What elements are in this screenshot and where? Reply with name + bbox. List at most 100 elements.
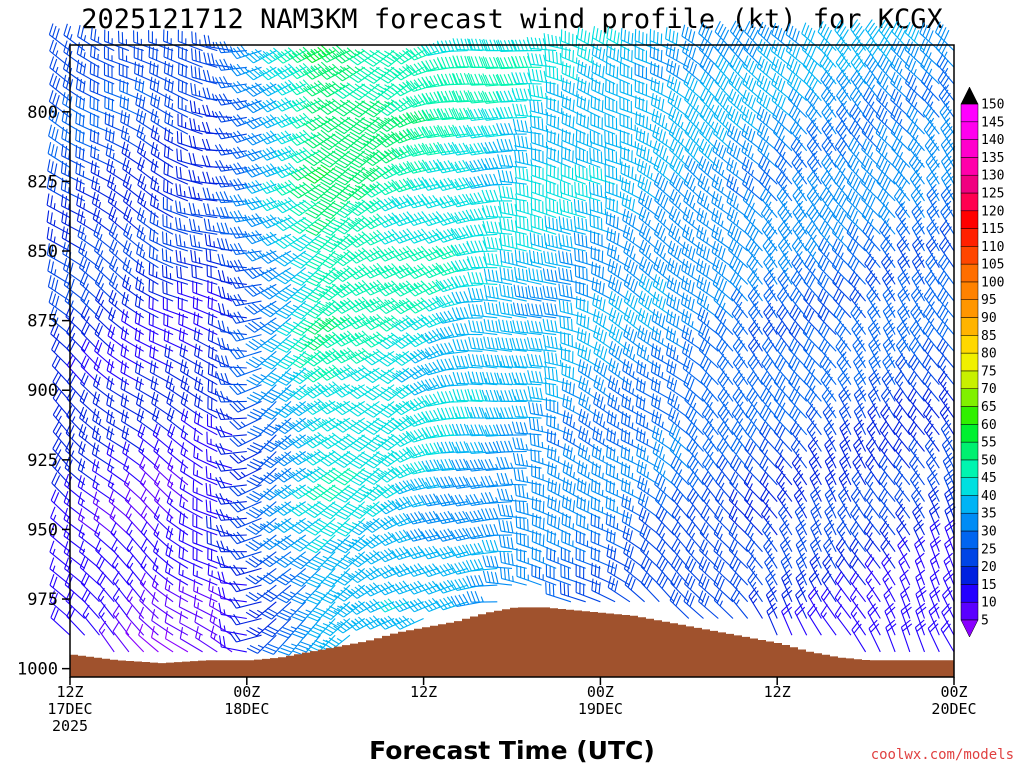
wind-barb [925,152,940,185]
wind-barb [514,150,542,169]
wind-barb [259,501,292,517]
wind-barb [716,337,734,369]
wind-barb [376,615,410,630]
wind-barb [164,110,189,135]
wind-barb [849,537,867,569]
wind-barb [593,341,616,369]
wind-barb [420,313,454,328]
wind-barb [911,486,925,519]
wind-barb [667,90,690,118]
wind-barb [480,56,513,69]
wind-barb [207,379,233,402]
wind-barb [192,296,218,319]
wind-barb [561,45,586,68]
wind-barb [347,584,380,599]
wind-barb [875,138,896,168]
wind-barb [511,421,542,436]
wind-barb [177,79,203,102]
wind-barb [288,417,321,433]
wind-barb [527,52,557,68]
wind-barb [465,142,498,156]
wind-barb [937,370,955,402]
wind-barb [79,556,100,586]
wind-barb [862,87,881,118]
wind-barb [511,389,542,402]
wind-barb [698,573,719,603]
wind-barb [880,536,896,569]
wind-barb [590,530,616,553]
wind-barb [194,393,218,419]
wind-barb [637,475,660,503]
wind-barb [465,476,498,489]
wind-barb [229,293,262,307]
wind-barb [391,64,424,81]
wind-barb [498,519,527,536]
wind-barb [273,179,306,196]
wind-barb [406,142,439,157]
wind-barb [900,586,911,619]
wind-barb [713,105,734,135]
wind-barb [910,185,925,218]
wind-barb [665,342,690,369]
wind-barb [511,337,542,352]
wind-barb [656,538,675,569]
wind-barb [607,575,631,603]
wind-barb [940,185,955,218]
wind-barb [405,45,439,61]
wind-barb [76,209,100,235]
wind-barb [943,552,955,586]
wind-barb [376,280,410,297]
colorbar-tick-label: 125 [981,187,1004,202]
wind-barb [347,48,380,66]
wind-barb [376,263,410,279]
wind-barb [288,63,321,80]
wind-barb [896,519,911,552]
wind-barb [465,175,498,189]
wind-barb [451,275,483,288]
wind-barb [92,408,115,436]
wind-barb [468,319,498,336]
wind-barb [290,284,321,303]
colorbar-high-arrow [960,86,979,105]
wind-barb [637,174,660,202]
wind-barb [561,77,586,102]
wind-barb [79,406,100,436]
wind-barb [864,537,881,569]
wind-barb [48,23,71,52]
wind-barb [818,220,837,252]
wind-barb [654,489,675,519]
wind-barb [806,186,822,218]
wind-barb [348,417,380,435]
wind-barb [835,119,852,152]
wind-barb [686,487,704,519]
wind-barb [361,262,395,279]
wind-barb [333,618,366,634]
wind-barb [245,334,277,351]
wind-barb [711,207,734,235]
wind-barb [435,294,468,309]
wind-barb [941,168,955,202]
wind-barb [229,515,262,529]
wind-barb [817,305,837,335]
wind-barb [745,404,763,436]
wind-barb [867,386,881,419]
wind-barb [152,557,174,586]
wind-barb [576,60,601,85]
wind-barb [576,512,601,536]
wind-barb [575,564,601,586]
wind-barb [49,39,71,68]
wind-barb [332,47,365,64]
wind-barb [668,206,690,235]
wind-barb [529,432,557,453]
wind-barb [406,263,439,280]
wind-barb [682,56,704,85]
wind-barb [558,283,586,302]
wind-barb [531,464,557,486]
wind-barb [622,208,645,235]
wind-barb [880,236,896,269]
colorbar-tick-label: 55 [981,436,997,451]
wind-barb [558,267,586,285]
wind-barb [650,360,675,386]
wind-barb [262,634,292,655]
wind-barb [435,310,468,324]
